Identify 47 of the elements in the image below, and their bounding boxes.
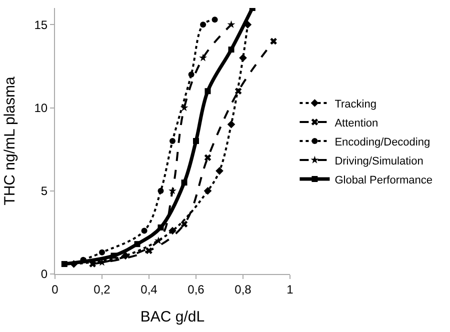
point	[89, 260, 96, 268]
point	[204, 154, 212, 162]
legend-label: Attention	[334, 117, 378, 130]
point	[212, 16, 218, 23]
point	[200, 22, 206, 28]
y-tick-label: 5	[40, 184, 48, 198]
x-tick-label: 1	[286, 282, 294, 296]
point	[180, 220, 188, 228]
x-tick-label: 0,2	[94, 282, 111, 296]
legend-label: Encoding/Decoding	[334, 136, 430, 148]
point	[228, 46, 234, 53]
point	[61, 261, 68, 268]
legend-label: Tracking	[334, 98, 376, 110]
y-tick-label: 0	[40, 267, 48, 282]
y-tick-label: 15	[34, 18, 48, 32]
x-axis-title: BAC g/dL	[140, 308, 205, 326]
point	[193, 138, 199, 144]
point	[227, 20, 236, 28]
legend-label: Global Performance	[334, 174, 433, 186]
point	[204, 88, 211, 94]
y-tick-label: 10	[34, 100, 48, 115]
point	[270, 38, 277, 45]
point	[99, 249, 105, 256]
point	[239, 54, 247, 62]
point	[110, 252, 117, 259]
point	[227, 120, 236, 128]
point	[180, 104, 188, 112]
x-tick-label: 0,6	[188, 282, 205, 296]
point	[158, 224, 164, 230]
point	[181, 180, 188, 186]
point	[170, 138, 176, 144]
point	[158, 188, 164, 194]
x-tick-label: 0,8	[234, 282, 252, 296]
point	[234, 88, 242, 95]
point	[216, 167, 224, 175]
x-tick-label: 0	[52, 282, 59, 296]
point	[168, 226, 176, 235]
x-tick-label: 0,4	[140, 282, 158, 296]
point	[199, 54, 208, 62]
legend-label: Driving/Simulation	[334, 155, 424, 168]
point	[168, 186, 176, 194]
point	[154, 236, 162, 244]
y-axis-title: THC ng/mL plasma	[1, 76, 18, 206]
point	[141, 228, 148, 234]
point	[134, 241, 140, 248]
point	[188, 72, 194, 78]
point	[204, 186, 212, 195]
